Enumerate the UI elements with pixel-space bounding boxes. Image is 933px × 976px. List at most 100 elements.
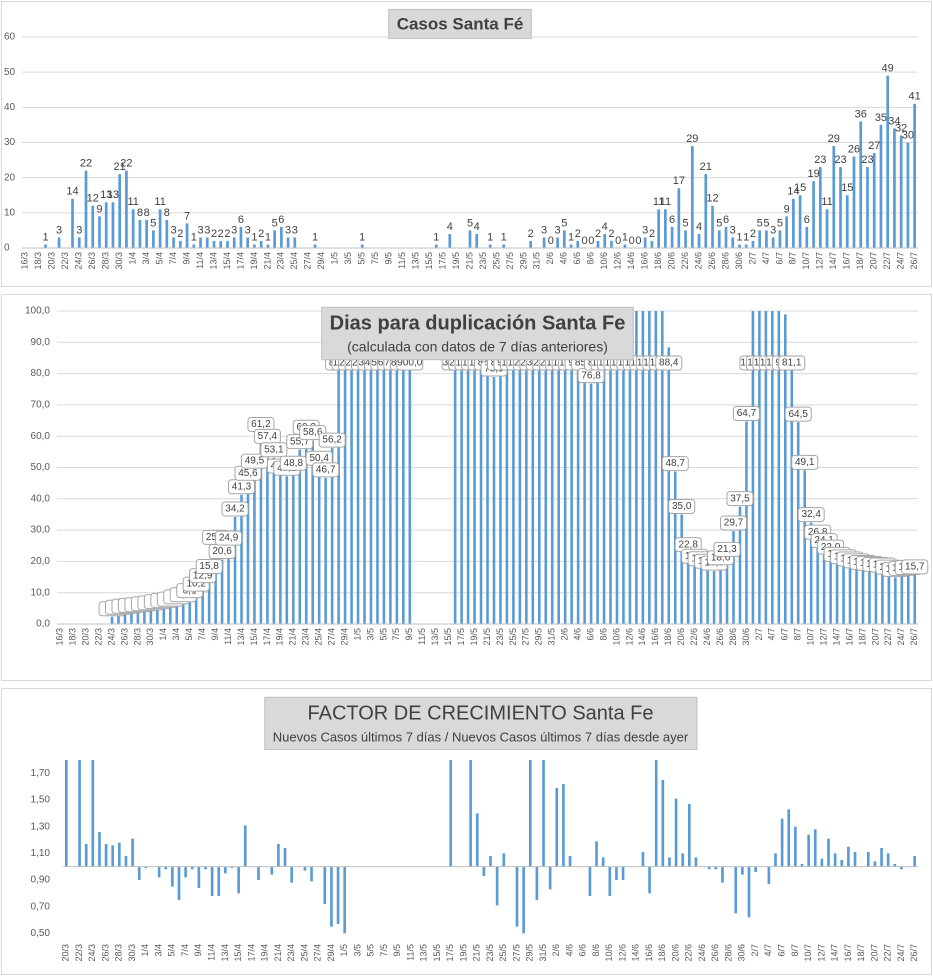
x-tick-label: 28/3 xyxy=(114,944,124,962)
data-label: 3 xyxy=(285,224,291,236)
bar xyxy=(253,244,256,248)
data-label-box xyxy=(661,456,689,472)
x-tick-label: 22/7 xyxy=(882,252,892,270)
x-tick-label: 30/6 xyxy=(737,944,747,962)
x-tick-label: 7/5 xyxy=(379,944,389,957)
bar xyxy=(732,531,735,624)
bar xyxy=(502,244,506,248)
bar xyxy=(822,548,826,624)
x-tick-label: 15/4 xyxy=(222,252,232,270)
data-label: 3 xyxy=(541,224,547,236)
x-tick-label: 30/6 xyxy=(734,252,744,270)
x-tick-label: 30/3 xyxy=(127,944,137,962)
data-label: 2 xyxy=(649,228,655,240)
bar xyxy=(528,760,532,867)
bar xyxy=(601,857,605,867)
data-label: 12,9 xyxy=(193,570,213,581)
x-tick-label: 2/6 xyxy=(560,628,570,641)
chart-title: Dias para duplicación Santa Fe xyxy=(330,312,626,334)
bar xyxy=(138,219,142,248)
data-label: 900,0 xyxy=(397,358,422,369)
x-tick-label: 22/3 xyxy=(74,944,84,962)
x-tick-label: 15/4 xyxy=(249,628,259,646)
bar xyxy=(98,216,101,248)
x-tick-label: 2/6 xyxy=(551,944,561,957)
x-tick-label: 19/5 xyxy=(458,944,468,962)
x-tick-label: 31/5 xyxy=(538,944,548,962)
bar xyxy=(913,103,916,248)
x-tick-label: 29/5 xyxy=(518,252,528,270)
data-label: 1 xyxy=(743,231,749,243)
bar xyxy=(537,311,541,624)
bar xyxy=(800,864,804,867)
data-label: 34,2 xyxy=(225,504,245,515)
x-tick-label: 18/7 xyxy=(856,944,866,962)
bar xyxy=(650,240,654,248)
data-label: 22 xyxy=(120,158,132,170)
bar xyxy=(293,237,297,248)
bar xyxy=(164,866,168,870)
bar xyxy=(227,546,230,624)
x-tick-label: 19/4 xyxy=(249,252,259,270)
data-label: 8 xyxy=(137,207,143,219)
x-tick-label: 13/5 xyxy=(419,944,429,962)
data-label: 11 xyxy=(660,196,671,208)
x-tick-label: 17/5 xyxy=(437,252,447,270)
y-tick-label: 10 xyxy=(4,207,16,218)
x-tick-label: 26/7 xyxy=(909,252,919,270)
bar xyxy=(492,377,496,624)
data-label: 0 xyxy=(629,235,635,247)
bar xyxy=(767,866,771,884)
data-label: 48,7 xyxy=(666,458,686,469)
x-tick-label: 21/5 xyxy=(482,628,492,646)
x-tick-label: 1/5 xyxy=(339,944,349,957)
data-label-box xyxy=(221,501,249,517)
bar xyxy=(64,760,68,867)
bar xyxy=(555,788,559,867)
bar xyxy=(704,174,708,248)
x-tick-label: 22/6 xyxy=(689,628,699,646)
data-label: 3 xyxy=(197,224,203,236)
data-label: 56,2 xyxy=(322,435,342,446)
data-label: 6 xyxy=(278,214,284,226)
x-tick-label: 22/6 xyxy=(680,252,690,270)
data-label: 2 xyxy=(575,228,581,240)
bar xyxy=(84,844,88,867)
bar xyxy=(473,311,476,625)
bar xyxy=(408,311,412,624)
y-tick-label: 20,0 xyxy=(31,556,51,567)
bar xyxy=(816,540,819,624)
data-label: 21 xyxy=(114,161,126,173)
x-tick-label: 16/7 xyxy=(842,252,852,270)
bar xyxy=(272,457,276,624)
data-label: 13 xyxy=(107,189,119,201)
bar xyxy=(805,226,809,248)
data-label: 5 xyxy=(777,217,783,229)
data-label: 23 xyxy=(834,154,846,166)
x-tick-label: 1/4 xyxy=(140,944,150,957)
bar xyxy=(583,357,586,624)
bar xyxy=(240,494,243,624)
x-tick-label: 2/6 xyxy=(545,252,555,265)
data-label: 14 xyxy=(787,186,799,198)
bar xyxy=(751,240,755,248)
bar xyxy=(557,311,561,625)
data-label: 5 xyxy=(467,217,473,229)
data-label: 26,8 xyxy=(808,527,828,538)
x-tick-label: 23/4 xyxy=(301,628,311,646)
x-tick-label: 16/7 xyxy=(843,944,853,962)
x-tick-label: 25/5 xyxy=(508,628,518,646)
bar xyxy=(900,866,903,870)
data-label-box xyxy=(318,432,346,448)
data-label: 2 xyxy=(177,228,183,240)
x-tick-label: 11/5 xyxy=(417,628,427,645)
data-label: 3 xyxy=(555,224,561,236)
bar xyxy=(807,834,810,867)
bar xyxy=(556,237,559,248)
bar xyxy=(535,866,539,900)
data-label: 5 xyxy=(716,217,722,229)
bar xyxy=(117,615,120,624)
bar xyxy=(77,237,81,248)
bar xyxy=(853,852,857,867)
bar xyxy=(91,205,95,248)
